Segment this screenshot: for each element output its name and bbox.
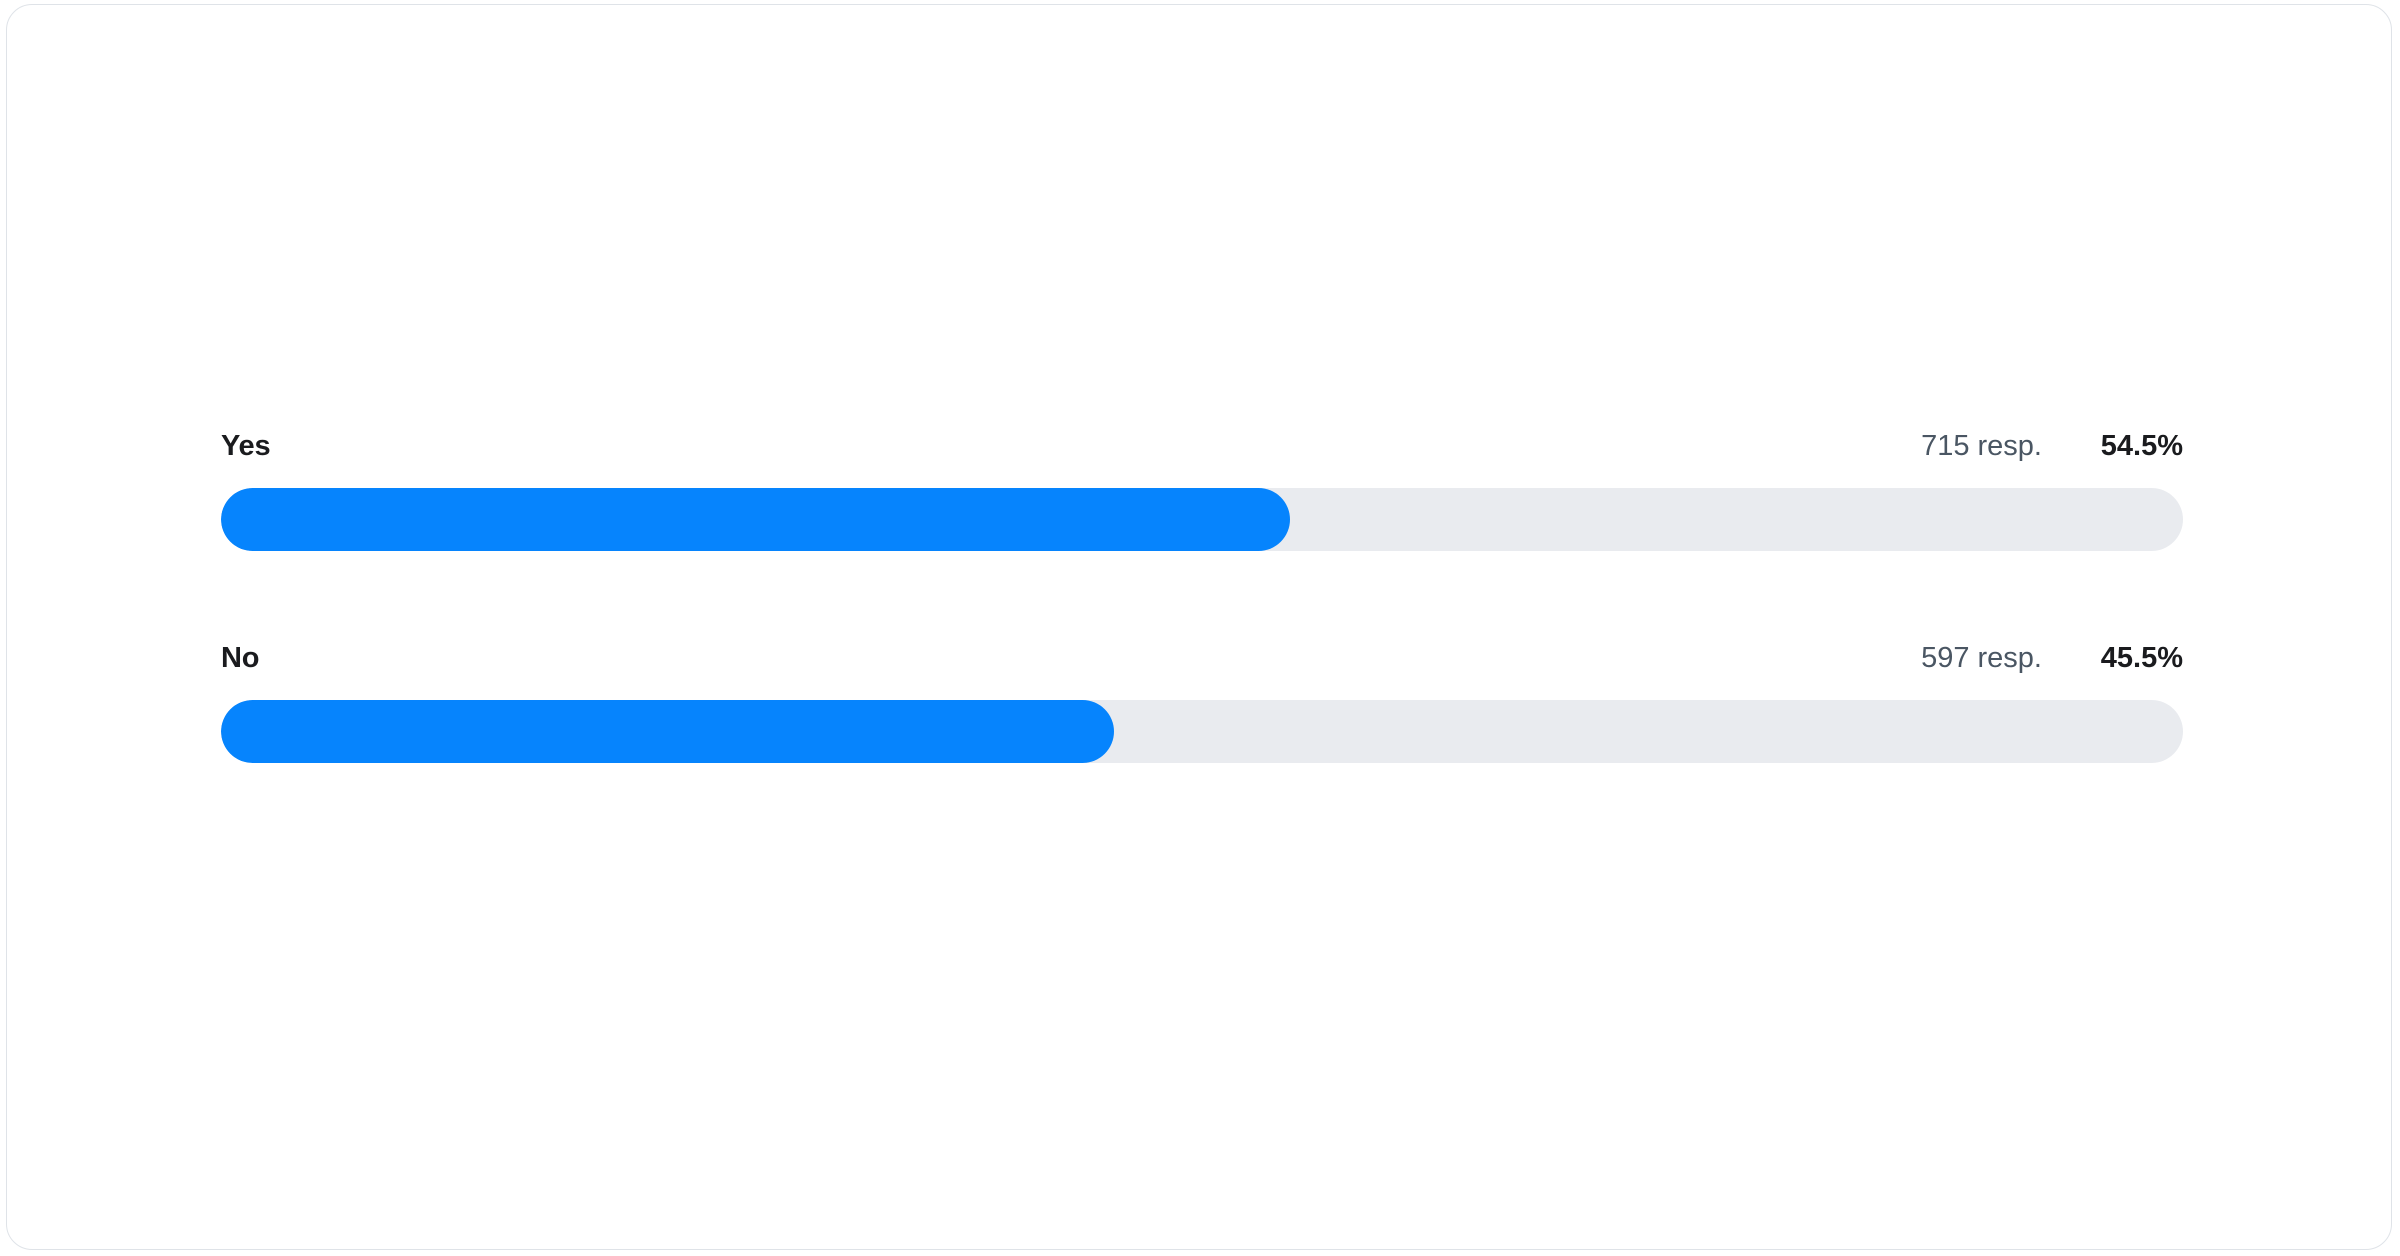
poll-option-header: Yes 715 resp. 54.5% <box>221 424 2183 468</box>
poll-option-bar-fill <box>221 700 1114 763</box>
poll-results-card: Yes 715 resp. 54.5% No 597 resp. 45.5% <box>6 4 2392 1250</box>
poll-option-header: No 597 resp. 45.5% <box>221 636 2183 680</box>
poll-option-percentage: 54.5% <box>2100 430 2183 462</box>
poll-option-bar-fill <box>221 488 1291 551</box>
poll-option-row[interactable]: Yes 715 resp. 54.5% <box>221 424 2183 551</box>
poll-option-response-count: 597 resp. <box>1921 642 2042 674</box>
poll-options-list: Yes 715 resp. 54.5% No 597 resp. 45.5% <box>221 424 2183 763</box>
poll-option-bar-track <box>221 488 2183 551</box>
poll-option-label: Yes <box>221 430 271 462</box>
poll-option-percentage: 45.5% <box>2100 642 2183 674</box>
poll-option-label: No <box>221 642 260 674</box>
poll-option-bar-track <box>221 700 2183 763</box>
poll-option-row[interactable]: No 597 resp. 45.5% <box>221 636 2183 763</box>
poll-option-response-count: 715 resp. <box>1921 430 2042 462</box>
